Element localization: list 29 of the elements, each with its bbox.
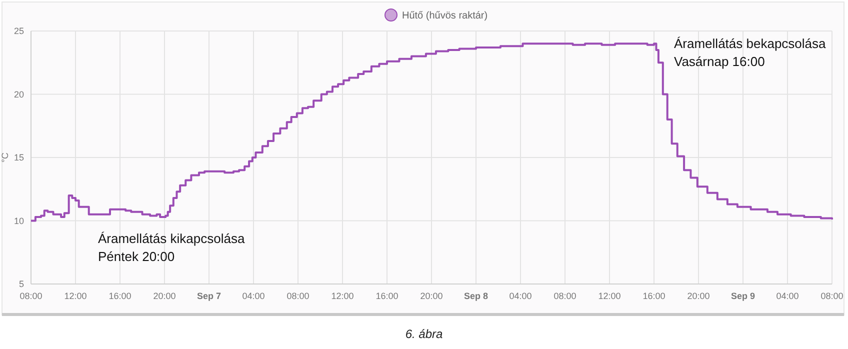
y-tick-label: 5 (18, 279, 24, 290)
x-tick-label: 20:00 (420, 291, 443, 301)
x-tick-label: 16:00 (108, 291, 132, 301)
y-tick-label: 15 (14, 152, 24, 163)
x-tick-label: Sep 8 (464, 291, 488, 301)
annotation: Áramellátás kikapcsolása Péntek 20:00 (98, 231, 246, 264)
x-tick-label: 04:00 (776, 291, 799, 301)
y-tick-label: 10 (14, 216, 24, 226)
y-axis-title: °C (0, 152, 10, 163)
x-tick-label: 12:00 (64, 291, 87, 301)
x-tick-label: 08:00 (820, 291, 844, 301)
x-tick-label: 20:00 (153, 291, 176, 301)
x-tick-label: 04:00 (509, 291, 532, 301)
x-tick-label: 08:00 (20, 291, 42, 301)
x-tick-label: 08:00 (286, 291, 310, 301)
x-tick-label: 20:00 (687, 291, 710, 301)
x-tick-label: 04:00 (242, 291, 265, 301)
x-tick-label: Sep 7 (196, 291, 222, 301)
x-tick-label: 16:00 (376, 291, 398, 301)
annotation: Áramellátás bekapcsolása Vasárnap 16:00 (674, 36, 827, 69)
x-tick-label: 12:00 (331, 291, 354, 301)
x-tick-label: 12:00 (598, 291, 621, 301)
legend-label: Hűtő (hűvös raktár) (402, 10, 488, 22)
x-tick-label: Sep 9 (730, 291, 756, 301)
y-tick-label: 25 (14, 26, 24, 36)
x-tick-label: 16:00 (642, 291, 666, 301)
y-tick-label: 20 (14, 89, 24, 100)
text: 6. ábra (405, 327, 444, 341)
x-tick-label: 08:00 (554, 291, 576, 301)
